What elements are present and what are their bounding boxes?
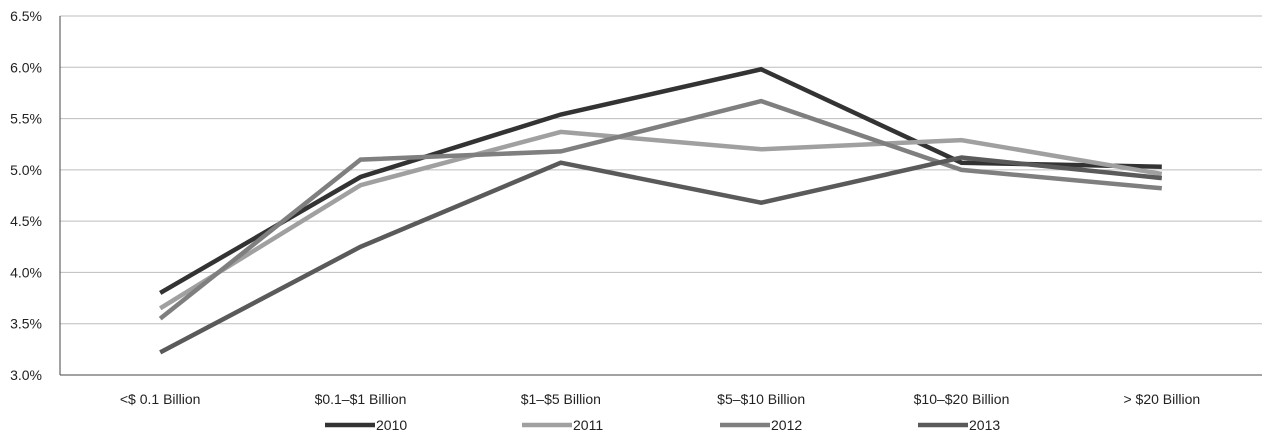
legend-item-2010: 2010 bbox=[325, 417, 407, 433]
legend-label: 2010 bbox=[376, 417, 407, 433]
x-tick-label: $10–$20 Billion bbox=[914, 391, 1010, 407]
series-line-2012 bbox=[158, 98, 1163, 321]
y-tick-label: 3.0% bbox=[10, 367, 42, 383]
y-tick-label: 6.5% bbox=[10, 8, 42, 24]
legend: 2010 2011 2012 2013 bbox=[325, 417, 1000, 433]
gridlines bbox=[59, 15, 1262, 376]
legend-label: 2013 bbox=[969, 417, 1000, 433]
y-tick-label: 4.5% bbox=[10, 213, 42, 229]
y-tick-label: 5.0% bbox=[10, 162, 42, 178]
x-tick-label: $0.1–$1 Billion bbox=[315, 391, 407, 407]
x-tick-label: $5–$10 Billion bbox=[717, 391, 805, 407]
x-tick-label: $1–$5 Billion bbox=[521, 391, 601, 407]
x-axis-ticks: <$ 0.1 Billion $0.1–$1 Billion $1–$5 Billi… bbox=[120, 391, 1200, 407]
y-tick-label: 5.5% bbox=[10, 111, 42, 127]
y-tick-label: 3.5% bbox=[10, 316, 42, 332]
y-axis-ticks: 3.0% 3.5% 4.0% 4.5% 5.0% 5.5% 6.0% 6.5% bbox=[10, 8, 42, 383]
series-line-2011 bbox=[159, 129, 1163, 311]
legend-item-2013: 2013 bbox=[918, 417, 1000, 433]
legend-item-2012: 2012 bbox=[720, 417, 802, 433]
legend-label: 2012 bbox=[771, 417, 802, 433]
x-tick-label: <$ 0.1 Billion bbox=[120, 391, 201, 407]
y-tick-label: 4.0% bbox=[10, 264, 42, 280]
series-lines bbox=[158, 66, 1163, 355]
series-line-2013 bbox=[159, 155, 1163, 355]
series-line-2010 bbox=[159, 66, 1162, 295]
legend-item-2011: 2011 bbox=[522, 417, 603, 433]
x-tick-label: > $20 Billion bbox=[1123, 391, 1200, 407]
legend-label: 2011 bbox=[573, 417, 603, 433]
y-tick-label: 6.0% bbox=[10, 59, 42, 75]
